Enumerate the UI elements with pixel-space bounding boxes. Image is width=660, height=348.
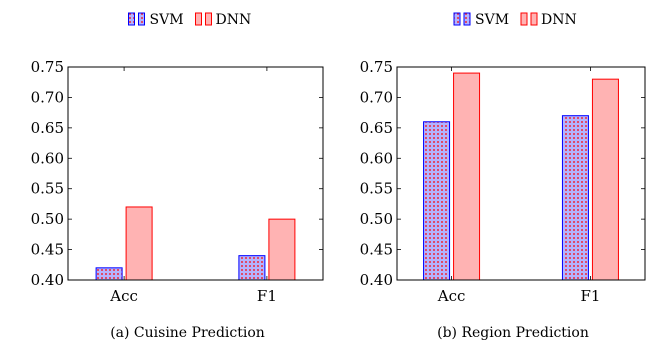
chart-caption: (b) Region Prediction <box>437 325 589 341</box>
y-tick-label: 0.65 <box>360 119 393 137</box>
y-tick-label: 0.65 <box>31 119 64 137</box>
x-tick-label: F1 <box>257 287 277 305</box>
y-tick-label: 0.55 <box>31 180 64 198</box>
legend-swatch-dnn-b <box>530 12 538 26</box>
y-tick-label: 0.55 <box>360 180 393 198</box>
legend-label-svm: SVM <box>475 12 509 28</box>
bar-svm-acc <box>95 267 123 281</box>
y-tick-label: 0.70 <box>31 88 64 106</box>
y-tick-label: 0.40 <box>31 271 64 289</box>
chart-panel-1: SVM DNN 0.40 0.45 0.50 0.55 0.60 0.65 0.70 0.75 Ac… <box>31 12 324 341</box>
y-tick-label: 0.75 <box>360 58 393 76</box>
bar-svm-f1 <box>561 115 589 281</box>
y-tick-label: 0.60 <box>360 149 393 167</box>
x-tick-label: Acc <box>437 287 466 305</box>
legend-swatch-dnn-a <box>195 12 202 26</box>
y-tick-label: 0.60 <box>31 149 64 167</box>
legend: SVM DNN <box>453 12 577 28</box>
legend-label-dnn: DNN <box>216 12 252 28</box>
legend-swatch-svm-a <box>453 12 461 26</box>
legend-swatch-svm-a <box>128 12 135 26</box>
chart-caption: (a) Cuisine Prediction <box>110 325 265 341</box>
x-tick-label: Acc <box>109 287 138 305</box>
plot-frame <box>396 66 646 281</box>
y-tick-label: 0.70 <box>360 88 393 106</box>
y-tick-label: 0.45 <box>360 241 393 259</box>
legend-swatch-svm-b <box>463 12 471 26</box>
legend: SVM DNN <box>128 12 252 28</box>
bar-dnn-f1 <box>268 218 296 281</box>
x-tick-label: F1 <box>580 287 600 305</box>
legend-label-svm: SVM <box>150 12 184 28</box>
legend-swatch-svm-b <box>138 12 145 26</box>
bar-svm-acc <box>423 121 451 281</box>
y-tick-label: 0.50 <box>31 210 64 228</box>
y-tick-label: 0.40 <box>360 271 393 289</box>
bar-svm-f1 <box>238 255 266 281</box>
y-tick-label: 0.45 <box>31 241 64 259</box>
plot-frame <box>67 66 324 281</box>
bar-dnn-f1 <box>591 78 619 281</box>
bar-dnn-acc <box>453 72 481 281</box>
legend-swatch-dnn-a <box>520 12 528 26</box>
y-tick-label: 0.75 <box>31 58 64 76</box>
chart-panel-2: SVM DNN 0.40 0.45 0.50 0.55 0.60 0.65 0.70 0.75 Ac… <box>360 12 646 341</box>
y-tick-label: 0.50 <box>360 210 393 228</box>
bar-dnn-acc <box>125 206 153 281</box>
legend-swatch-dnn-b <box>205 12 212 26</box>
legend-label-dnn: DNN <box>541 12 577 28</box>
